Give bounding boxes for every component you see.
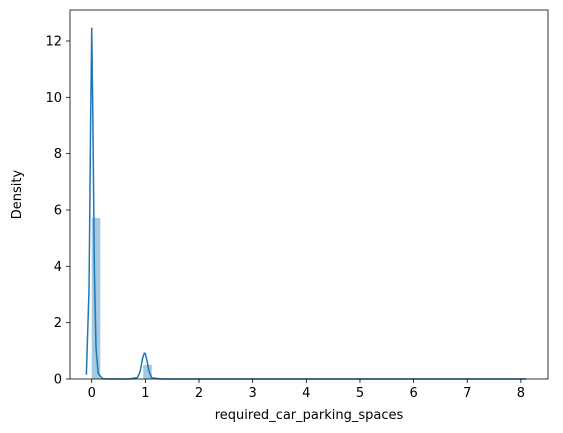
- histogram-bar-0: [91, 217, 101, 379]
- x-tick-label-7: 7: [463, 386, 471, 401]
- x-tick-label-0: 0: [88, 386, 96, 401]
- y-tick-label-1: 2: [54, 316, 62, 331]
- x-tick-label-4: 4: [302, 386, 310, 401]
- y-tick-label-3: 6: [54, 203, 62, 218]
- x-tick-label-3: 3: [249, 386, 257, 401]
- y-tick-label-5: 10: [45, 91, 62, 106]
- x-tick-label-8: 8: [517, 386, 525, 401]
- y-tick-label-0: 0: [54, 373, 62, 388]
- plot-frame: [69, 9, 549, 380]
- x-tick-label-5: 5: [356, 386, 364, 401]
- x-tick-label-2: 2: [195, 386, 203, 401]
- x-axis-label: required_car_parking_spaces: [215, 408, 404, 423]
- y-tick-label-4: 8: [54, 147, 62, 162]
- x-tick-label-1: 1: [141, 386, 149, 401]
- kde-line: [85, 27, 527, 380]
- y-tick-label-6: 12: [45, 34, 62, 49]
- y-tick-label-2: 4: [54, 260, 62, 275]
- plot-area: [85, 27, 527, 380]
- histogram-bar-1: [143, 364, 152, 379]
- y-axis-label: Density: [10, 169, 25, 219]
- x-tick-label-6: 6: [409, 386, 417, 401]
